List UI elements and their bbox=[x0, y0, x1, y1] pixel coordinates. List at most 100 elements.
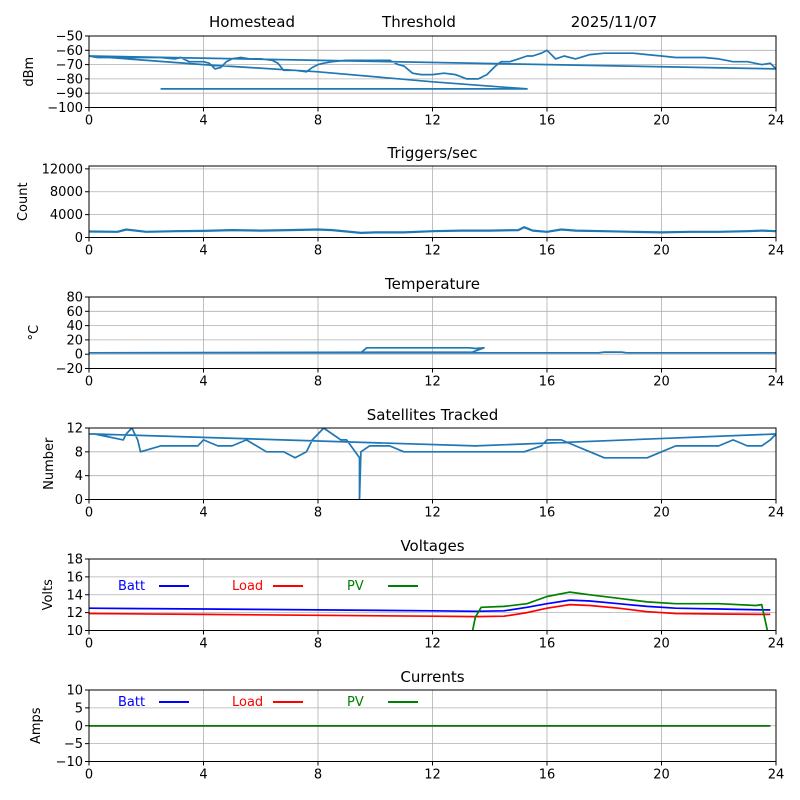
x-tick-label: 4 bbox=[199, 244, 207, 259]
y-tick-label: −50 bbox=[56, 30, 83, 45]
y-axis-label: Amps bbox=[29, 707, 44, 744]
y-tick-label: −100 bbox=[47, 101, 83, 116]
y-axis-label: Number bbox=[42, 437, 57, 490]
x-tick-label: 16 bbox=[539, 637, 556, 652]
x-tick-label: 8 bbox=[314, 375, 322, 390]
x-tick-label: 12 bbox=[424, 114, 441, 129]
y-tick-label: −80 bbox=[56, 72, 83, 87]
y-tick-label: 5 bbox=[75, 701, 83, 716]
panel-triggers: 0 4 8 12 16 20 24 0 4000 8000 12000 Triggers/sec Cou… bbox=[16, 144, 784, 259]
y-tick-label: 8000 bbox=[50, 185, 83, 200]
y-tick-label: −5 bbox=[64, 737, 83, 752]
x-tick-label: 4 bbox=[199, 637, 207, 652]
x-tick-label: 8 bbox=[314, 506, 322, 521]
y-tick-label: −10 bbox=[56, 755, 83, 770]
legend-label-load: Load bbox=[232, 695, 263, 710]
x-tick-label: 12 bbox=[424, 506, 441, 521]
series-line-batt bbox=[89, 599, 771, 613]
panel-satellites: 0 4 8 12 16 20 24 0 4 8 12 Satellites Tracked Number bbox=[42, 406, 784, 521]
x-tick-label: 4 bbox=[199, 506, 207, 521]
x-tick-label: 16 bbox=[539, 114, 556, 129]
y-axis-label: Volts bbox=[41, 579, 56, 611]
y-tick-label: 40 bbox=[66, 319, 83, 334]
y-tick-label: 4000 bbox=[50, 208, 83, 223]
y-tick-label: 10 bbox=[66, 684, 83, 699]
series-line-satellites bbox=[89, 428, 776, 500]
x-tick-label: 20 bbox=[653, 244, 670, 259]
legend-label-pv: PV bbox=[347, 579, 364, 594]
x-tick-label: 0 bbox=[85, 506, 93, 521]
x-tick-label: 12 bbox=[424, 244, 441, 259]
x-tick-label: 16 bbox=[539, 768, 556, 783]
x-tick-label: 20 bbox=[653, 637, 670, 652]
x-tick-label: 16 bbox=[539, 375, 556, 390]
header-mode: Threshold bbox=[381, 13, 456, 31]
series-line-pv bbox=[471, 591, 769, 631]
y-tick-label: 12 bbox=[66, 422, 83, 437]
x-tick-label: 0 bbox=[85, 768, 93, 783]
header-date: 2025/11/07 bbox=[571, 13, 657, 31]
header-site: Homestead bbox=[209, 13, 295, 31]
chart-title: Currents bbox=[400, 668, 464, 686]
x-tick-label: 4 bbox=[199, 768, 207, 783]
x-tick-label: 24 bbox=[768, 768, 785, 783]
legend-label-batt: Batt bbox=[118, 695, 145, 710]
y-tick-label: 0 bbox=[75, 493, 83, 508]
x-tick-label: 24 bbox=[768, 375, 785, 390]
series-line-count bbox=[89, 226, 776, 234]
y-tick-label: −70 bbox=[56, 58, 83, 73]
y-tick-label: 12000 bbox=[42, 162, 83, 177]
x-tick-label: 24 bbox=[768, 506, 785, 521]
y-tick-label: −60 bbox=[56, 44, 83, 59]
x-tick-label: 12 bbox=[424, 375, 441, 390]
series-group bbox=[89, 226, 776, 234]
x-tick-label: 24 bbox=[768, 114, 785, 129]
y-tick-label: 12 bbox=[66, 606, 83, 621]
x-tick-label: 0 bbox=[85, 244, 93, 259]
chart-title: Voltages bbox=[400, 537, 464, 555]
y-tick-label: 0 bbox=[75, 348, 83, 363]
x-tick-label: 20 bbox=[653, 506, 670, 521]
x-tick-label: 0 bbox=[85, 637, 93, 652]
x-tick-label: 4 bbox=[199, 375, 207, 390]
y-tick-label: 20 bbox=[66, 333, 83, 348]
series-line-temperature bbox=[89, 346, 776, 354]
x-tick-label: 16 bbox=[539, 506, 556, 521]
y-tick-label: −20 bbox=[56, 362, 83, 377]
y-tick-label: −90 bbox=[56, 87, 83, 102]
x-tick-label: 4 bbox=[199, 114, 207, 129]
legend-label-load: Load bbox=[232, 579, 263, 594]
legend-label-pv: PV bbox=[347, 695, 364, 710]
y-axis-label: dBm bbox=[22, 57, 37, 87]
series-line-load bbox=[89, 603, 771, 618]
series-group bbox=[89, 591, 771, 631]
series-group bbox=[89, 428, 776, 500]
x-tick-label: 20 bbox=[653, 768, 670, 783]
x-tick-label: 8 bbox=[314, 637, 322, 652]
y-tick-label: 18 bbox=[66, 553, 83, 568]
x-tick-label: 0 bbox=[85, 114, 93, 129]
panel-signal: 0 4 8 12 16 20 24 −100−90−80−70−60−50 dBm bbox=[22, 30, 784, 129]
y-tick-label: 0 bbox=[75, 231, 83, 246]
series-group bbox=[89, 346, 776, 354]
panel-voltages: 0 4 8 12 16 20 24 10 12 14 16 18 Voltages Volts Batt Lo… bbox=[41, 537, 784, 652]
x-tick-label: 20 bbox=[653, 375, 670, 390]
chart-title: Triggers/sec bbox=[387, 144, 478, 162]
y-tick-label: 80 bbox=[66, 291, 83, 306]
x-tick-label: 16 bbox=[539, 244, 556, 259]
y-tick-label: 4 bbox=[75, 469, 83, 484]
series-group bbox=[89, 49, 776, 90]
x-tick-label: 20 bbox=[653, 114, 670, 129]
y-axis-label: °C bbox=[27, 325, 42, 341]
y-tick-label: 0 bbox=[75, 719, 83, 734]
y-axis-label: Count bbox=[16, 182, 31, 221]
y-tick-label: 8 bbox=[75, 445, 83, 460]
y-tick-label: 14 bbox=[66, 588, 83, 603]
chart-title: Temperature bbox=[384, 275, 480, 293]
x-tick-label: 0 bbox=[85, 375, 93, 390]
x-tick-label: 8 bbox=[314, 768, 322, 783]
x-tick-label: 24 bbox=[768, 244, 785, 259]
